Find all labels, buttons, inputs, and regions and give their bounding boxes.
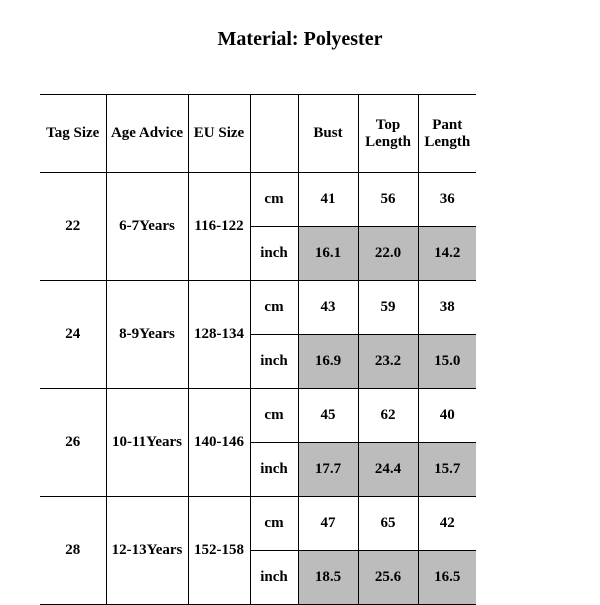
table-row: 28 12-13Years 152-158 cm 47 65 42 xyxy=(40,497,476,551)
cell-unit-inch: inch xyxy=(250,335,298,389)
col-header-eu-size: EU Size xyxy=(188,95,250,173)
cell-pant-cm: 36 xyxy=(418,173,476,227)
cell-unit-cm: cm xyxy=(250,389,298,443)
cell-unit-cm: cm xyxy=(250,497,298,551)
col-header-age-advice: Age Advice xyxy=(106,95,188,173)
cell-unit-cm: cm xyxy=(250,173,298,227)
cell-eu-size: 128-134 xyxy=(188,281,250,389)
cell-unit-inch: inch xyxy=(250,443,298,497)
cell-bust-cm: 43 xyxy=(298,281,358,335)
cell-tag-size: 24 xyxy=(40,281,106,389)
cell-unit-inch: inch xyxy=(250,551,298,605)
cell-top-inch: 25.6 xyxy=(358,551,418,605)
cell-top-cm: 56 xyxy=(358,173,418,227)
cell-bust-inch: 16.1 xyxy=(298,227,358,281)
cell-bust-inch: 17.7 xyxy=(298,443,358,497)
cell-age-advice: 6-7Years xyxy=(106,173,188,281)
size-chart-table: Tag Size Age Advice EU Size Bust Top Len… xyxy=(40,94,476,605)
col-header-tag-size: Tag Size xyxy=(40,95,106,173)
cell-unit-cm: cm xyxy=(250,281,298,335)
cell-age-advice: 8-9Years xyxy=(106,281,188,389)
cell-bust-inch: 16.9 xyxy=(298,335,358,389)
cell-eu-size: 140-146 xyxy=(188,389,250,497)
col-header-bust: Bust xyxy=(298,95,358,173)
cell-top-inch: 24.4 xyxy=(358,443,418,497)
cell-top-inch: 22.0 xyxy=(358,227,418,281)
cell-pant-cm: 40 xyxy=(418,389,476,443)
cell-eu-size: 152-158 xyxy=(188,497,250,605)
table-header-row: Tag Size Age Advice EU Size Bust Top Len… xyxy=(40,95,476,173)
cell-pant-inch: 15.0 xyxy=(418,335,476,389)
cell-pant-inch: 14.2 xyxy=(418,227,476,281)
cell-pant-inch: 16.5 xyxy=(418,551,476,605)
size-chart-page: { "title": "Material: Polyester", "table… xyxy=(0,0,600,600)
cell-unit-inch: inch xyxy=(250,227,298,281)
table-row: 26 10-11Years 140-146 cm 45 62 40 xyxy=(40,389,476,443)
cell-tag-size: 22 xyxy=(40,173,106,281)
cell-tag-size: 26 xyxy=(40,389,106,497)
cell-eu-size: 116-122 xyxy=(188,173,250,281)
cell-age-advice: 12-13Years xyxy=(106,497,188,605)
cell-top-cm: 59 xyxy=(358,281,418,335)
cell-bust-cm: 47 xyxy=(298,497,358,551)
table-row: 22 6-7Years 116-122 cm 41 56 36 xyxy=(40,173,476,227)
cell-age-advice: 10-11Years xyxy=(106,389,188,497)
col-header-pant-length: Pant Length xyxy=(418,95,476,173)
cell-bust-cm: 45 xyxy=(298,389,358,443)
cell-pant-cm: 42 xyxy=(418,497,476,551)
cell-pant-inch: 15.7 xyxy=(418,443,476,497)
cell-tag-size: 28 xyxy=(40,497,106,605)
col-header-top-length: Top Length xyxy=(358,95,418,173)
cell-top-cm: 65 xyxy=(358,497,418,551)
table-row: 24 8-9Years 128-134 cm 43 59 38 xyxy=(40,281,476,335)
cell-bust-cm: 41 xyxy=(298,173,358,227)
cell-bust-inch: 18.5 xyxy=(298,551,358,605)
cell-top-inch: 23.2 xyxy=(358,335,418,389)
material-title: Material: Polyester xyxy=(0,28,600,51)
col-header-unit xyxy=(250,95,298,173)
cell-pant-cm: 38 xyxy=(418,281,476,335)
cell-top-cm: 62 xyxy=(358,389,418,443)
